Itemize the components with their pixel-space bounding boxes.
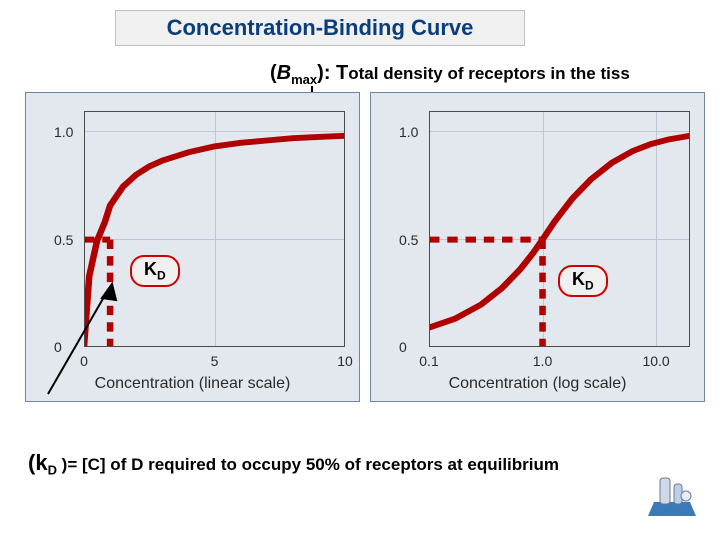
tick-y: 0 — [399, 339, 407, 355]
chart-linear: Fractional occupancy Concentration (line… — [25, 92, 360, 402]
kd-k: K — [144, 259, 157, 279]
tick-x: 10.0 — [642, 353, 669, 369]
bmax-symbol: B — [277, 62, 291, 84]
kd-def-suffix: )= [C] of D required to occupy 50% of re… — [57, 455, 559, 474]
bmax-sub: max — [291, 72, 317, 87]
bmax-line: (Bmax): Total density of receptors in th… — [270, 62, 630, 87]
tick-y: 1.0 — [54, 124, 73, 140]
kd-definition: (kD )= [C] of D required to occupy 50% o… — [28, 450, 559, 477]
kd-def-prefix: (k — [28, 450, 48, 475]
title-text: Concentration-Binding Curve — [167, 15, 474, 41]
chart-log: Fractional occupancy Concentration (log … — [370, 92, 705, 402]
xlabel-right: Concentration (log scale) — [449, 375, 627, 393]
corner-decorative-icon — [640, 468, 704, 524]
kd-label-right: KD — [558, 265, 608, 297]
tick-x: 10 — [337, 353, 353, 369]
kd-k: K — [572, 269, 585, 289]
kd-sub: D — [157, 269, 166, 283]
plot-right: 0.1 1.0 10.0 0 0.5 1.0 — [429, 111, 690, 347]
tick-y: 0.5 — [54, 232, 73, 248]
bmax-tail: otal density of receptors in the tiss — [348, 64, 630, 83]
bmax-T: T — [336, 62, 348, 84]
tick-y: 0 — [54, 339, 62, 355]
tick-x: 5 — [211, 353, 219, 369]
kd-label-left: KD — [130, 255, 180, 287]
tick-x: 1.0 — [533, 353, 552, 369]
kd-sub: D — [585, 279, 594, 293]
tick-y: 0.5 — [399, 232, 418, 248]
charts-container: Fractional occupancy Concentration (line… — [25, 92, 705, 402]
tick-y: 1.0 — [399, 124, 418, 140]
plot-left: 0 5 10 0 0.5 1.0 — [84, 111, 345, 347]
kd-def-sub: D — [48, 462, 57, 477]
tick-x: 0 — [80, 353, 88, 369]
tick-x: 0.1 — [419, 353, 438, 369]
xlabel-left: Concentration (linear scale) — [95, 375, 291, 393]
title-banner: Concentration-Binding Curve — [115, 10, 525, 46]
